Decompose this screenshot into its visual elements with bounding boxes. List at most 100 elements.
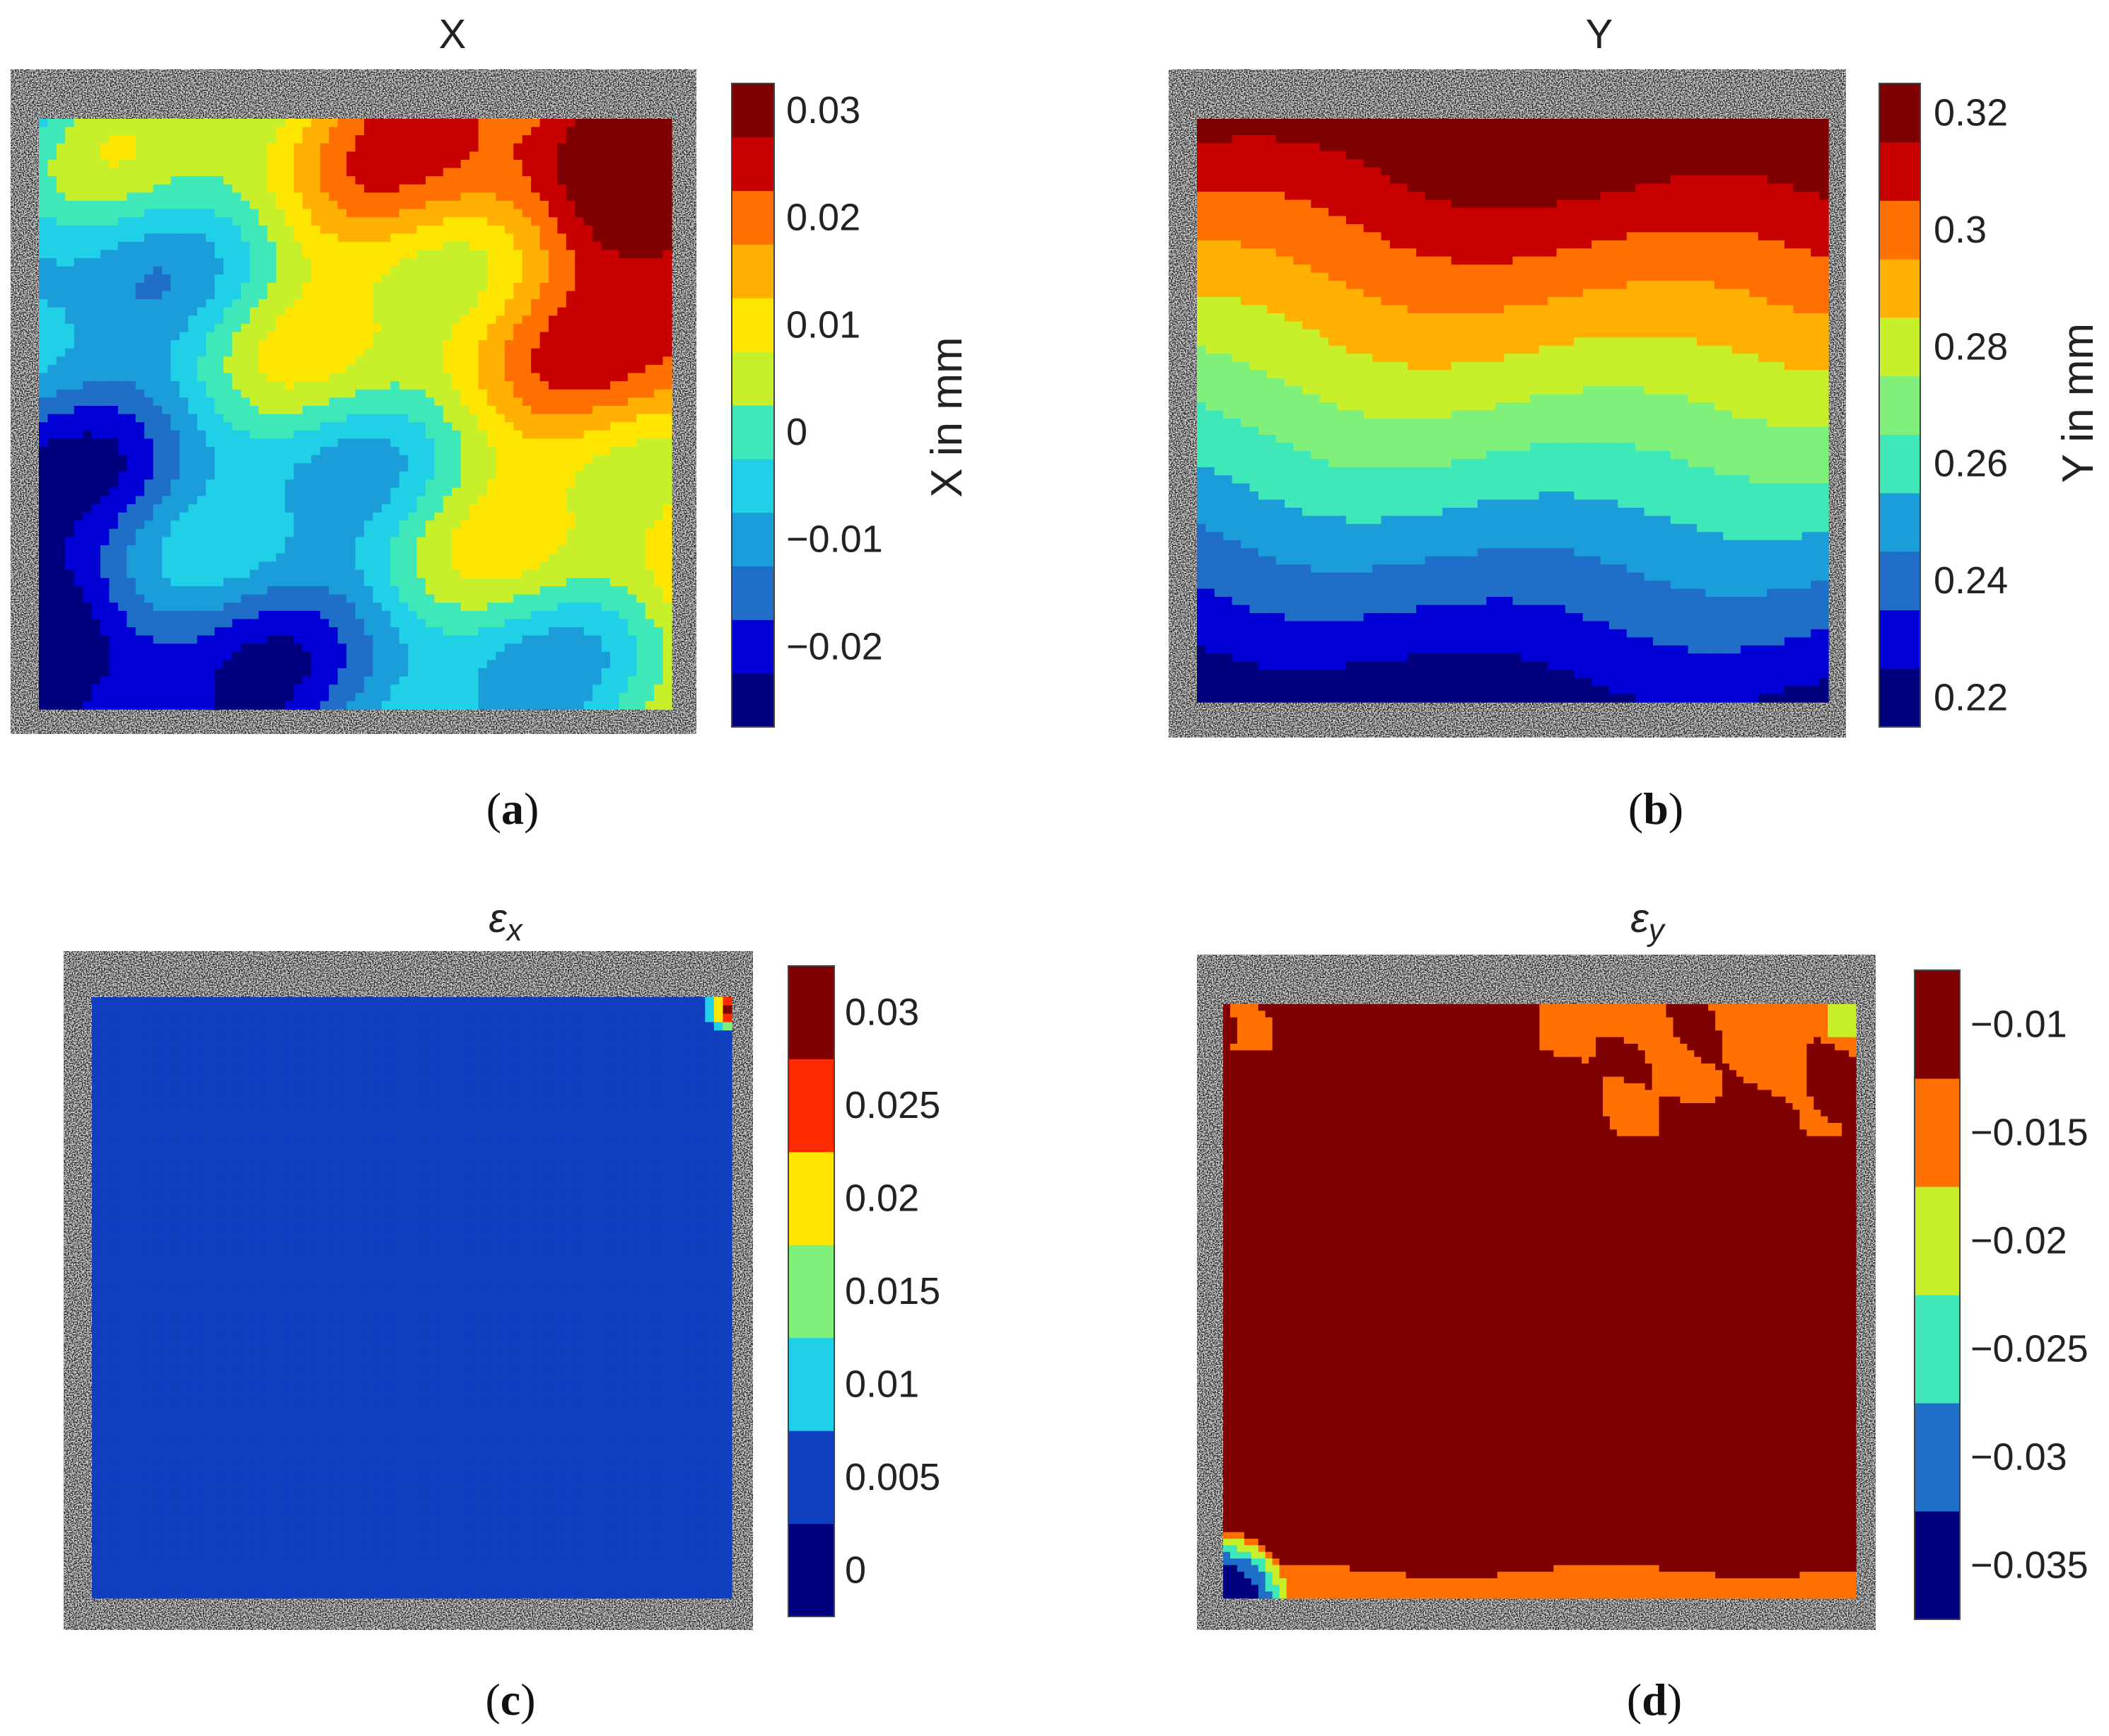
- field-cell: [197, 119, 206, 128]
- field-cell: [109, 651, 119, 661]
- field-cell: [399, 307, 409, 316]
- field-cell: [363, 119, 373, 128]
- field-cell: [293, 405, 303, 415]
- field-cell: [56, 455, 66, 464]
- field-cell: [390, 602, 400, 612]
- field-cell: [179, 225, 189, 234]
- field-cell: [47, 479, 57, 489]
- field-cell: [162, 471, 172, 480]
- field-cell: [575, 266, 585, 275]
- field-cell: [636, 586, 646, 595]
- field-cell: [188, 184, 198, 193]
- field-cell: [91, 143, 101, 152]
- field-cell: [144, 348, 154, 357]
- field-cell: [381, 373, 391, 382]
- field-cell: [100, 504, 110, 513]
- field-cell: [548, 676, 558, 685]
- field-cell: [645, 348, 655, 357]
- field-cell: [47, 307, 57, 316]
- field-cell: [39, 241, 49, 251]
- field-cell: [609, 266, 620, 275]
- field-cell: [443, 389, 452, 398]
- field-cell: [83, 364, 93, 374]
- field-cell: [539, 496, 549, 505]
- field-cell: [276, 668, 286, 677]
- field-cell: [302, 545, 312, 554]
- field-cell: [162, 315, 172, 325]
- field-cell: [100, 627, 110, 636]
- field-cell: [390, 323, 400, 333]
- field-cell: [478, 348, 488, 357]
- field-cell: [197, 200, 206, 210]
- field-cell: [135, 553, 145, 562]
- field-cell: [65, 373, 75, 382]
- field-cell: [91, 520, 101, 530]
- field-cell: [100, 643, 110, 653]
- field-cell: [504, 200, 514, 210]
- field-cell: [337, 635, 347, 644]
- field-cell: [320, 651, 329, 661]
- field-cell: [223, 463, 233, 472]
- field-cell: [329, 619, 339, 628]
- field-cell: [566, 455, 576, 464]
- field-cell: [232, 200, 242, 210]
- field-cell: [39, 143, 49, 152]
- field-cell: [127, 184, 136, 193]
- field-cell: [285, 151, 295, 161]
- field-cell: [619, 151, 629, 161]
- field-cell: [522, 651, 532, 661]
- field-cell: [144, 143, 154, 152]
- field-cell: [645, 594, 655, 603]
- field-cell: [109, 512, 119, 521]
- field-cell: [548, 602, 558, 612]
- field-cell: [127, 176, 136, 185]
- field-cell: [250, 340, 259, 349]
- field-cell: [363, 192, 373, 202]
- field-cell: [170, 176, 180, 185]
- field-cell: [513, 250, 523, 259]
- field-cell: [627, 127, 637, 136]
- field-cell: [539, 569, 549, 579]
- field-cell: [504, 594, 514, 603]
- field-cell: [117, 192, 127, 202]
- field-cell: [399, 217, 409, 226]
- field-cell: [355, 479, 365, 489]
- field-cell: [504, 446, 514, 456]
- field-cell: [232, 496, 242, 505]
- field-cell: [627, 250, 637, 259]
- field-cell: [223, 512, 233, 521]
- field-cell: [109, 381, 119, 390]
- field-cell: [619, 512, 629, 521]
- field-cell: [601, 200, 611, 210]
- field-cell: [214, 332, 224, 341]
- field-cell: [513, 258, 523, 267]
- field-cell: [460, 512, 470, 521]
- field-cell: [425, 668, 435, 677]
- field-cell: [311, 373, 321, 382]
- field-cell: [434, 291, 444, 300]
- field-cell: [223, 438, 233, 448]
- field-cell: [337, 127, 347, 136]
- field-cell: [575, 537, 585, 546]
- field-cell: [153, 176, 163, 185]
- field-cell: [434, 414, 444, 423]
- field-cell: [486, 561, 496, 571]
- field-cell: [240, 676, 250, 685]
- field-cell: [627, 414, 637, 423]
- field-cell: [408, 430, 418, 439]
- field-cell: [267, 487, 277, 497]
- field-cell: [592, 389, 602, 398]
- field-cell: [285, 405, 295, 415]
- field-cell: [539, 479, 549, 489]
- field-cell: [56, 200, 66, 210]
- field-cell: [522, 455, 532, 464]
- field-cell: [320, 405, 329, 415]
- field-cell: [381, 397, 391, 407]
- field-cell: [302, 643, 312, 653]
- field-cell: [566, 389, 576, 398]
- field-cell: [539, 274, 549, 284]
- field-cell: [250, 315, 259, 325]
- field-cell: [399, 135, 409, 144]
- field-cell: [135, 602, 145, 612]
- field-cell: [179, 602, 189, 612]
